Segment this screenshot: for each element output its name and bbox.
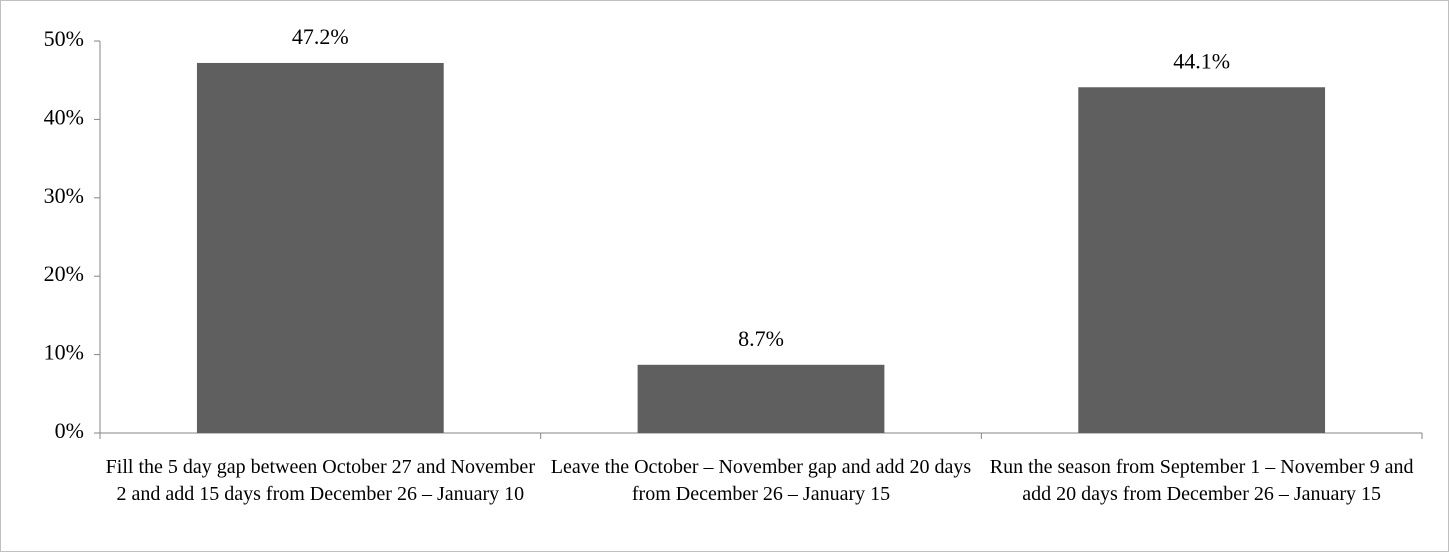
bar [196, 62, 444, 434]
y-tick-label: 40% [44, 104, 84, 129]
data-label: 44.1% [1173, 48, 1230, 73]
y-tick-label: 20% [44, 261, 84, 286]
data-label: 8.7% [738, 326, 784, 351]
bar [637, 364, 885, 433]
y-tick-label: 30% [44, 183, 84, 208]
bar [1078, 87, 1326, 434]
data-label: 47.2% [292, 24, 349, 49]
y-tick-label: 0% [55, 418, 84, 443]
x-tick-label: Run the season from September 1 – Novemb… [989, 456, 1414, 505]
x-tick-label: Fill the 5 day gap between October 27 an… [105, 456, 535, 505]
x-tick-label: Leave the October – November gap and add… [550, 456, 972, 505]
y-tick-label: 10% [44, 340, 84, 365]
y-tick-label: 50% [44, 26, 84, 51]
